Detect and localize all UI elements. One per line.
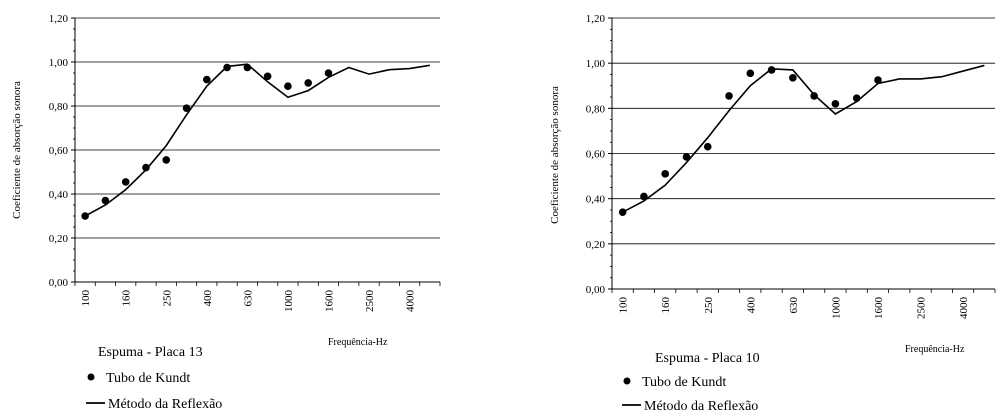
- x-tick-label: 400: [745, 297, 757, 314]
- data-point-tubo-kundt: [162, 156, 171, 164]
- data-point-tubo-kundt: [810, 92, 818, 100]
- legend-label-metodo-reflexao: Método da Reflexão: [644, 399, 758, 414]
- data-point-tubo-kundt: [263, 72, 272, 81]
- data-point-tubo-kundt: [661, 170, 669, 178]
- x-tick-label: 630: [788, 297, 800, 314]
- data-point-tubo-kundt: [618, 208, 627, 217]
- data-point-tubo-kundt: [640, 192, 648, 201]
- data-point-tubo-kundt: [101, 196, 110, 205]
- y-tick-label: 0,00: [49, 277, 69, 289]
- legend-label-metodo-reflexao: Método da Reflexão: [108, 397, 222, 412]
- legend-marker-tubo-kundt: [623, 377, 631, 385]
- x-tick-label: 250: [703, 297, 715, 314]
- legend-label-tubo-kundt: Tubo de Kundt: [642, 375, 726, 390]
- series-line-metodo-reflexao: [622, 64, 985, 213]
- x-tick-label: 160: [660, 297, 672, 314]
- data-point-tubo-kundt: [746, 69, 755, 78]
- data-point-tubo-kundt: [789, 74, 797, 82]
- x-tick-label: 4000: [405, 290, 417, 313]
- chart-title: Espuma - Placa 13: [98, 345, 203, 360]
- y-axis-label: Coeficiente de absorção sonora: [549, 86, 561, 224]
- chart-2: 0,00 0,20 0,40 0,60 0,80 1,00 1,20 100 160 250 400…: [549, 13, 996, 414]
- data-point-tubo-kundt: [725, 92, 733, 100]
- data-point-tubo-kundt: [182, 104, 191, 112]
- x-tick-label: 1600: [323, 290, 335, 313]
- data-point-tubo-kundt: [703, 142, 712, 151]
- data-point-tubo-kundt: [142, 163, 150, 172]
- x-tick-label: 4000: [958, 297, 970, 320]
- x-tick-label: 100: [618, 297, 630, 314]
- x-axis-label: Frequência-Hz: [905, 344, 965, 355]
- legend-marker-tubo-kundt: [87, 373, 95, 381]
- data-point-tubo-kundt: [324, 69, 333, 77]
- series-line-metodo-reflexao: [84, 63, 430, 217]
- data-point-tubo-kundt: [874, 76, 882, 84]
- data-point-tubo-kundt: [81, 212, 89, 220]
- legend-label-tubo-kundt: Tubo de Kundt: [106, 371, 190, 386]
- x-tick-label: 2500: [916, 297, 928, 320]
- y-tick-label: 1,00: [49, 57, 69, 69]
- data-point-tubo-kundt: [767, 66, 776, 74]
- x-tick-label: 160: [121, 290, 133, 307]
- x-tick-label: 400: [202, 290, 214, 307]
- data-point-tubo-kundt: [852, 94, 861, 102]
- x-tick-label: 630: [242, 290, 254, 307]
- y-tick-label: 0,20: [586, 239, 606, 251]
- data-point-tubo-kundt: [243, 63, 252, 72]
- y-axis-label: Coeficiente de absorção sonora: [11, 81, 23, 219]
- y-tick-label: 0,80: [49, 101, 69, 113]
- data-point-tubo-kundt: [304, 79, 312, 87]
- y-tick-label: 0,60: [49, 145, 69, 157]
- x-tick-label: 2500: [364, 290, 376, 313]
- data-point-tubo-kundt: [223, 63, 231, 72]
- y-tick-label: 0,20: [49, 233, 69, 245]
- chart-title: Espuma - Placa 10: [655, 351, 760, 366]
- data-point-tubo-kundt: [121, 178, 130, 186]
- data-point-tubo-kundt: [203, 75, 211, 84]
- y-tick-label: 0,60: [586, 149, 606, 161]
- y-tick-label: 0,40: [49, 189, 69, 201]
- x-axis-label: Frequência-Hz: [328, 337, 388, 348]
- x-tick-label: 1000: [830, 297, 842, 320]
- x-tick-label: 1000: [283, 290, 295, 313]
- data-point-tubo-kundt: [284, 82, 292, 90]
- data-point-tubo-kundt: [682, 153, 691, 161]
- chart-1: 0,00 0,20 0,40 0,60 0,80 1,00 1,20 100 160 250 400…: [11, 13, 441, 412]
- data-point-tubo-kundt: [831, 100, 840, 108]
- x-tick-label: 100: [80, 290, 92, 307]
- y-tick-label: 1,00: [586, 58, 606, 70]
- x-tick-label: 1600: [873, 297, 885, 320]
- x-tick-label: 250: [161, 290, 173, 307]
- y-tick-label: 1,20: [586, 13, 606, 25]
- y-tick-label: 0,80: [586, 103, 606, 115]
- y-tick-label: 0,00: [586, 284, 606, 296]
- y-tick-label: 0,40: [586, 194, 606, 206]
- y-tick-label: 1,20: [49, 13, 69, 25]
